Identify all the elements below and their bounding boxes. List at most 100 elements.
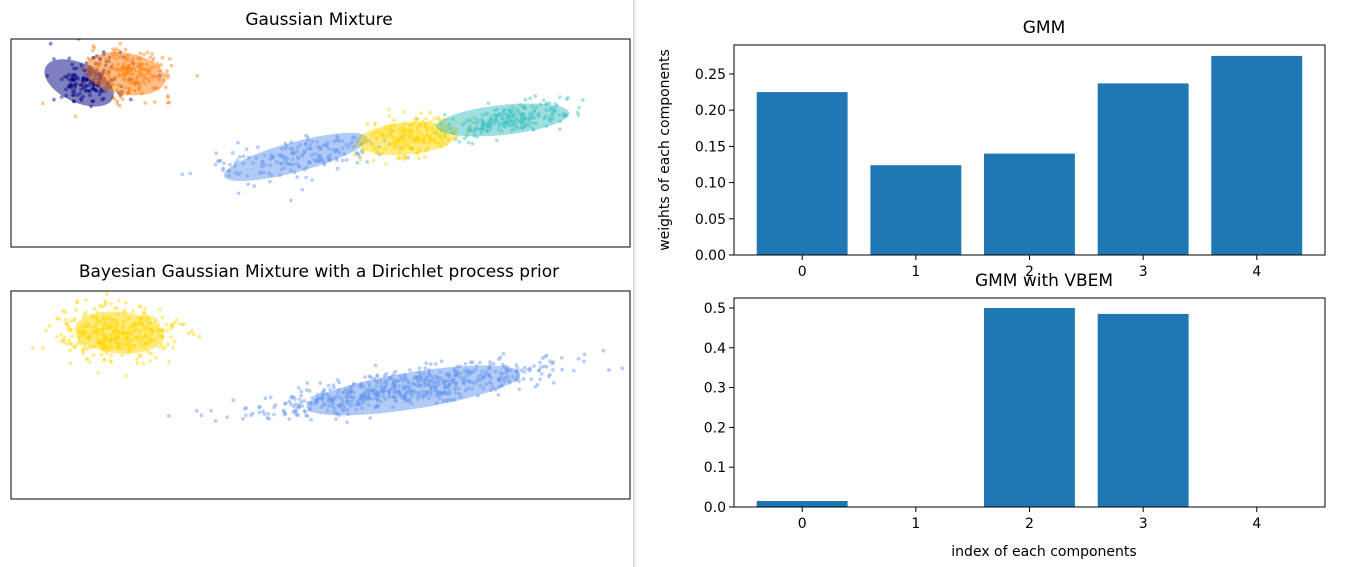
scatter-point: [528, 368, 532, 373]
scatter-point: [213, 162, 218, 167]
scatter-point: [332, 386, 336, 390]
scatter-point: [526, 367, 531, 372]
scatter-point: [66, 323, 71, 328]
right-figure-window: GMM GMM with VBEM weights of each compon…: [636, 0, 1365, 567]
scatter-point: [417, 156, 421, 161]
scatter-point: [112, 97, 117, 101]
scatter-point: [55, 316, 59, 321]
scatter-point: [169, 335, 173, 339]
scatter-point: [217, 159, 222, 163]
scatter-point: [181, 322, 186, 327]
scatter-point: [576, 356, 581, 361]
scatter-point: [577, 105, 581, 110]
scatter-point: [73, 317, 77, 321]
scatter-point: [174, 317, 179, 322]
scatter-point: [115, 99, 120, 104]
scatter-point: [417, 366, 422, 370]
scatter-point: [559, 355, 564, 360]
scatter-point: [138, 304, 143, 308]
scatter-point: [315, 392, 320, 397]
scatter-point: [404, 156, 408, 161]
scatter-point: [422, 155, 427, 160]
scatter-point: [169, 322, 173, 327]
scatter-point: [68, 318, 73, 323]
scatter-point: [321, 389, 326, 394]
scatter-point: [104, 301, 108, 305]
scatter-point: [533, 385, 538, 389]
scatter-point: [61, 338, 66, 343]
chart-title-gmm: GMM: [1023, 18, 1066, 38]
scatter-point: [551, 360, 556, 364]
scatter-point: [468, 360, 473, 364]
scatter-point: [103, 299, 107, 304]
scatter-point: [428, 110, 433, 115]
scatter-point: [91, 44, 96, 48]
scatter-point: [101, 50, 106, 54]
scatter-point: [551, 381, 556, 385]
scatter-point: [528, 96, 532, 101]
scatter-point: [307, 388, 312, 393]
chart-title-bayesian-mixture: Bayesian Gaussian Mixture with a Dirichl…: [79, 262, 559, 282]
scatter-point: [241, 154, 246, 159]
scatter-point: [77, 339, 81, 344]
scatter-point: [150, 52, 155, 56]
scatter-point: [149, 352, 154, 356]
scatter-point: [167, 360, 171, 364]
scatter-point: [414, 117, 419, 122]
window-divider: [633, 0, 636, 567]
scatter-point: [123, 47, 128, 52]
y-tick-label: 0.20: [695, 103, 726, 119]
scatter-point: [272, 412, 276, 417]
scatter-point: [529, 377, 534, 381]
scatter-point: [373, 122, 377, 127]
left-figure-window: Gaussian Mixture Bayesian Gaussian Mixtu…: [0, 0, 633, 567]
scatter-point: [355, 151, 360, 156]
scatter-point: [91, 353, 96, 357]
scatter-point: [137, 305, 142, 309]
scatter-point: [537, 368, 542, 373]
scatter-point: [371, 158, 376, 163]
scatter-point: [375, 374, 380, 378]
scatter-point: [258, 404, 262, 409]
scatter-point: [221, 168, 226, 173]
scatter-point: [360, 150, 365, 155]
scatter-point: [165, 100, 170, 105]
scatter-point: [335, 378, 340, 382]
scatter-point: [488, 360, 492, 364]
scatter-point: [295, 175, 300, 180]
scatter-point: [291, 404, 296, 409]
scatter-point: [120, 353, 125, 357]
scatter-point: [41, 101, 45, 106]
scatter-point: [392, 118, 397, 122]
scatter-point: [294, 409, 299, 413]
scatter-point: [109, 353, 114, 358]
scatter-point: [118, 93, 123, 97]
x-tick-label: 2: [1025, 516, 1034, 532]
scatter-point: [209, 408, 214, 413]
scatter-point: [433, 362, 438, 366]
scatter-point: [268, 395, 273, 400]
scatter-point: [251, 411, 255, 416]
scatter-point: [423, 366, 428, 370]
scatter-point: [75, 300, 79, 305]
scatter-point: [539, 372, 544, 376]
scatter-point: [199, 413, 204, 418]
scatter-point: [289, 402, 293, 407]
scatter-point: [297, 405, 302, 410]
bar-0: [756, 92, 848, 255]
scatter-point: [169, 326, 174, 331]
scatter-point: [257, 410, 262, 415]
scatter-point: [112, 306, 117, 311]
scatter-point: [291, 395, 296, 400]
scatter-point: [620, 366, 625, 371]
scatter-point: [246, 182, 251, 187]
scatter-point: [289, 395, 294, 400]
scatter-point: [402, 157, 406, 162]
scatter-point: [575, 110, 580, 115]
scatter-point: [305, 135, 310, 140]
scatter-point: [79, 342, 83, 346]
bar-1: [870, 165, 962, 255]
scatter-point: [544, 364, 549, 369]
scatter-point: [99, 352, 104, 357]
scatter-point: [337, 380, 342, 385]
